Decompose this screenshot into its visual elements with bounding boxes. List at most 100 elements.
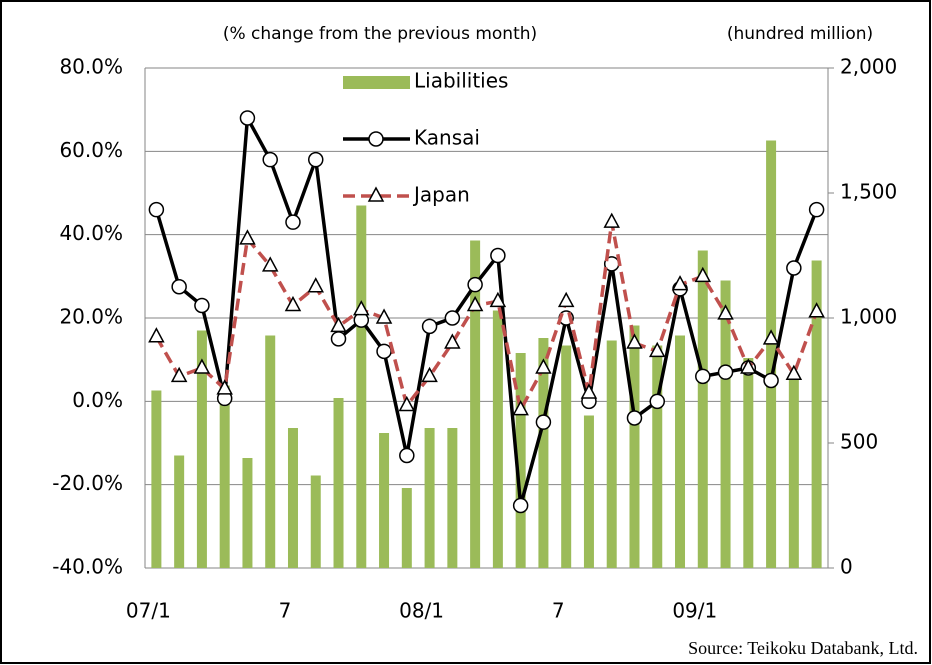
y-tick-label: 40.0% [59, 221, 123, 245]
y-tick-label: 80.0% [59, 55, 123, 79]
line [154, 221, 819, 415]
point [284, 295, 302, 312]
y-tick-label: -40.0% [52, 555, 123, 579]
y2-tick-label: 2,000 [840, 55, 897, 79]
y2-tick-label: 1,000 [840, 305, 897, 329]
point [694, 266, 712, 283]
point [261, 256, 279, 272]
point [649, 393, 665, 410]
point [467, 276, 483, 293]
legend-label: Kansai [414, 126, 480, 150]
bar [310, 475, 321, 568]
point [239, 229, 256, 245]
bar [629, 325, 640, 568]
point [148, 327, 165, 343]
point [762, 329, 780, 345]
point [353, 300, 370, 316]
bar [356, 205, 367, 568]
bar [174, 455, 185, 568]
point [216, 379, 233, 395]
y-tick-label: 0.0% [72, 388, 123, 412]
bar [675, 335, 686, 568]
bar [811, 260, 822, 568]
point [399, 447, 415, 464]
point [648, 341, 666, 358]
x-tick-label: 07/1 [126, 599, 171, 623]
point [535, 414, 552, 430]
bar [766, 140, 777, 568]
bar [151, 390, 162, 568]
point [512, 400, 529, 416]
y-tick-label: 20.0% [59, 305, 123, 329]
point [626, 410, 643, 426]
point [170, 366, 188, 383]
point [466, 295, 484, 312]
bar [652, 345, 663, 568]
point [193, 358, 211, 374]
x-tick-label: 7 [552, 599, 565, 623]
source: Source: Teikoku Databank, Ltd. [688, 638, 918, 658]
point [171, 279, 187, 295]
point [239, 110, 256, 126]
point [368, 131, 384, 147]
point [421, 366, 438, 383]
point [786, 260, 802, 276]
point [535, 358, 552, 374]
point [512, 497, 529, 514]
point [421, 318, 438, 335]
bar [697, 250, 708, 568]
right-axis-unit: (hundred million) [727, 24, 873, 44]
y2-tick-label: 500 [840, 430, 878, 454]
legend-label: Japan [412, 183, 470, 207]
point [330, 316, 347, 333]
y-tick-label: 60.0% [59, 138, 123, 162]
bar [583, 415, 594, 568]
point [444, 333, 461, 349]
point [398, 395, 416, 412]
point [307, 277, 325, 293]
bar [720, 280, 731, 568]
x-tick-label: 08/1 [399, 599, 444, 623]
y2-tick-label: 0 [840, 555, 853, 579]
point [489, 291, 507, 308]
point [740, 358, 757, 374]
point [763, 372, 779, 389]
legend-swatch [343, 76, 410, 89]
point [808, 201, 825, 218]
point [376, 343, 392, 360]
y-tick-label: -20.0% [52, 471, 123, 495]
bar [743, 358, 754, 568]
bar [242, 458, 253, 568]
point [785, 364, 803, 380]
y2-tick-label: 1,500 [840, 180, 897, 204]
point [285, 214, 301, 230]
bar [538, 338, 549, 568]
x-tick-label: 7 [279, 599, 292, 623]
point [808, 302, 825, 318]
point [695, 368, 711, 385]
point [194, 297, 210, 314]
point [557, 291, 575, 308]
bar [379, 433, 390, 568]
left-axis-unit: (% change from the previous month) [223, 24, 537, 44]
point [580, 383, 598, 399]
point [262, 151, 278, 168]
bar [219, 385, 230, 568]
point [717, 304, 734, 320]
point [367, 186, 385, 202]
bar [447, 428, 458, 568]
point [603, 212, 620, 228]
bar [287, 428, 298, 568]
legend-label: Liabilities [414, 69, 508, 93]
bar [424, 428, 435, 568]
bar [333, 398, 344, 568]
bar [401, 488, 412, 568]
point [308, 151, 324, 168]
point [671, 275, 689, 291]
point [626, 333, 643, 349]
point [375, 308, 393, 324]
x-tick-label: 09/1 [672, 599, 717, 623]
point [490, 247, 506, 264]
bar [561, 345, 572, 568]
